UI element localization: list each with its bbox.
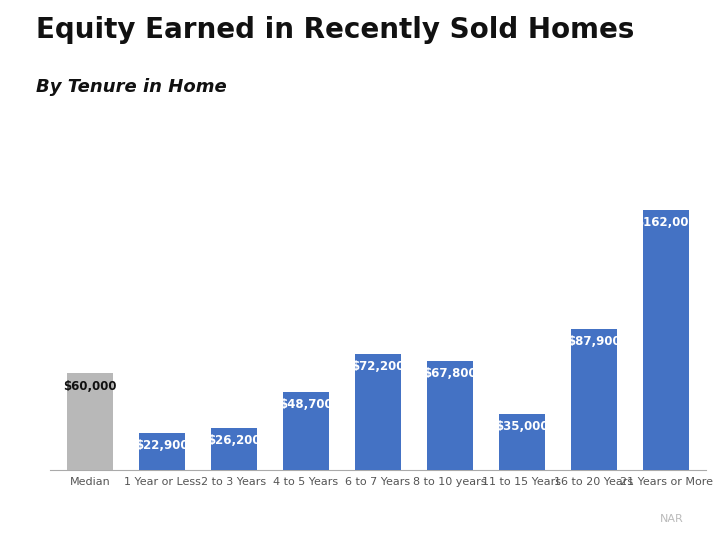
Text: $48,700: $48,700 [279, 398, 333, 411]
Bar [643, 210, 690, 470]
Text: $162,000: $162,000 [635, 216, 697, 229]
Text: $26,200: $26,200 [207, 434, 261, 447]
Bar [211, 428, 258, 470]
Bar [354, 354, 402, 470]
Text: NAR: NAR [660, 514, 684, 524]
Text: $22,900: $22,900 [135, 440, 189, 453]
Text: $67,800: $67,800 [423, 367, 477, 380]
Bar [138, 433, 186, 470]
Bar [283, 392, 330, 470]
Bar [426, 361, 474, 470]
Text: $35,000: $35,000 [495, 420, 549, 433]
Bar [498, 414, 546, 470]
Bar [570, 329, 618, 470]
Bar [66, 374, 114, 470]
Text: $60,000: $60,000 [63, 380, 117, 393]
Text: $72,200: $72,200 [351, 360, 405, 373]
Text: By Tenure in Home: By Tenure in Home [36, 78, 227, 96]
Text: Equity Earned in Recently Sold Homes: Equity Earned in Recently Sold Homes [36, 16, 634, 44]
Text: $87,900: $87,900 [567, 335, 621, 348]
